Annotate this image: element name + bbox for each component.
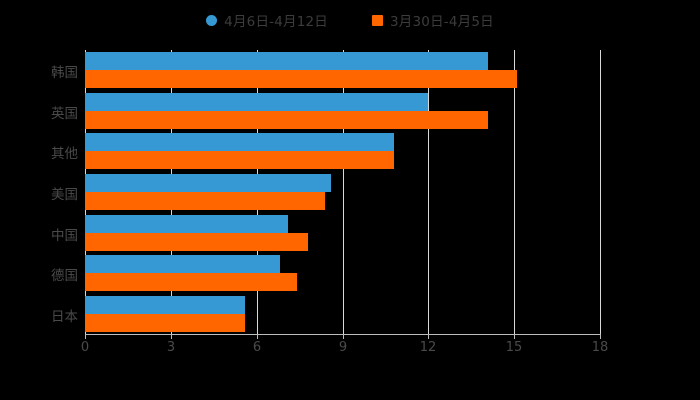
bar-1[interactable] [85, 151, 394, 169]
bar-group [85, 52, 600, 88]
y-axis-label: 德国 [51, 268, 78, 284]
bar-group [85, 133, 600, 169]
x-tick-mark [85, 334, 86, 339]
chart-legend: 4月6日-4月12日 3月30日-4月5日 [0, 8, 700, 32]
bar-1[interactable] [85, 111, 489, 129]
bar-group [85, 296, 600, 332]
bar-1[interactable] [85, 70, 518, 88]
plot-area [85, 50, 601, 334]
gridline-x-9 [343, 50, 344, 334]
legend-marker-square-icon [372, 14, 383, 26]
y-axis-label: 韩国 [51, 65, 78, 81]
legend-label-series-1: 3月30日-4月5日 [390, 14, 494, 30]
legend-item-series-0[interactable]: 4月6日-4月12日 [206, 10, 328, 30]
legend-marker-circle-icon [206, 14, 218, 26]
bar-group [85, 215, 600, 251]
gridline-x-12 [428, 50, 429, 334]
bar-group [85, 174, 600, 210]
bar-0[interactable] [85, 174, 332, 192]
bar-group [85, 93, 600, 129]
y-axis-label: 日本 [51, 309, 78, 325]
bar-1[interactable] [85, 233, 309, 251]
x-tick-mark [514, 334, 515, 339]
bar-0[interactable] [85, 215, 289, 233]
bar-0[interactable] [85, 93, 429, 111]
x-tick-label: 9 [338, 340, 348, 355]
gridline-x-15 [514, 50, 515, 334]
bar-1[interactable] [85, 273, 297, 291]
y-axis-label: 英国 [51, 106, 78, 122]
bar-group [85, 255, 600, 291]
y-axis-label: 其他 [51, 146, 78, 162]
x-tick-label: 3 [166, 340, 176, 355]
x-tick-mark [600, 334, 601, 339]
x-tick-label: 18 [591, 340, 609, 355]
bar-1[interactable] [85, 314, 246, 332]
x-tick-mark [428, 334, 429, 339]
y-axis-label: 美国 [51, 187, 78, 203]
x-tick-label: 0 [80, 340, 90, 355]
x-tick-label: 6 [252, 340, 262, 355]
x-tick-label: 12 [419, 340, 437, 355]
gridline-x-18 [600, 50, 601, 334]
x-tick-mark [257, 334, 258, 339]
legend-item-series-1[interactable]: 3月30日-4月5日 [372, 10, 494, 30]
y-axis-label: 中国 [51, 228, 78, 244]
legend-label-series-0: 4月6日-4月12日 [224, 14, 328, 30]
bar-0[interactable] [85, 296, 246, 314]
y-axis-labels: 韩国英国其他美国中国德国日本 [0, 0, 78, 400]
bar-0[interactable] [85, 133, 394, 151]
bar-0[interactable] [85, 255, 280, 273]
x-tick-label: 15 [505, 340, 523, 355]
x-tick-mark [343, 334, 344, 339]
bar-0[interactable] [85, 52, 489, 70]
bar-1[interactable] [85, 192, 326, 210]
x-tick-mark [171, 334, 172, 339]
